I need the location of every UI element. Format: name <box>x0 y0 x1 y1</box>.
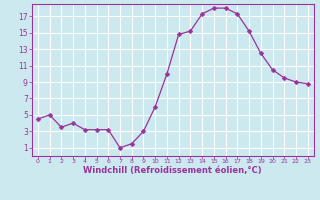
X-axis label: Windchill (Refroidissement éolien,°C): Windchill (Refroidissement éolien,°C) <box>84 166 262 175</box>
